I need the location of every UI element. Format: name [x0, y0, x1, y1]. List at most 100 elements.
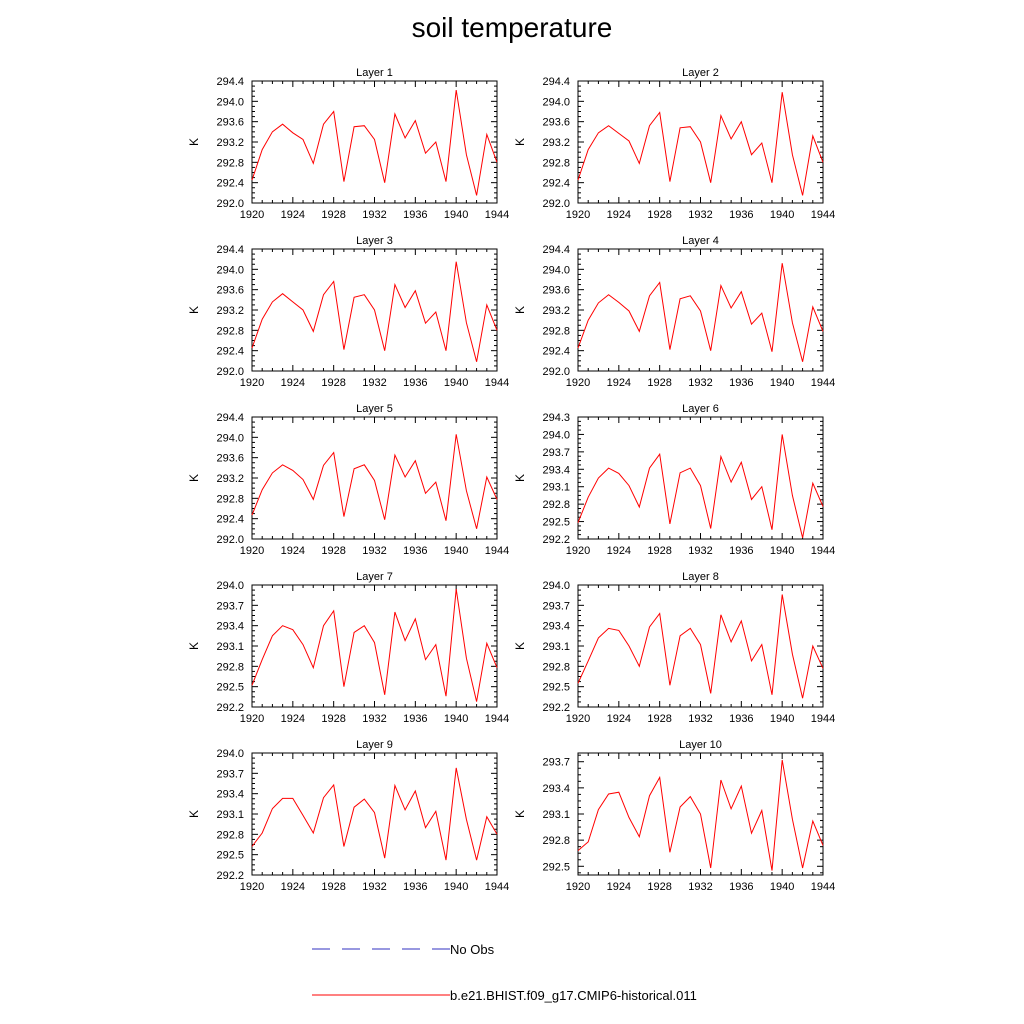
x-tick-label: 1928 — [321, 881, 345, 893]
x-tick-label: 1936 — [403, 881, 427, 893]
panel-1: Layer 1 K 1920 1924 1928 1932 1936 1940 1944 292.… — [187, 67, 509, 221]
y-axis-label: K — [513, 138, 527, 146]
x-tick-label: 1928 — [647, 881, 671, 893]
y-tick-label: 292.5 — [542, 517, 570, 529]
x-tick-label: 1920 — [240, 209, 264, 221]
panel-title: Layer 9 — [356, 739, 393, 751]
legend-label-model: b.e21.BHIST.f09_g17.CMIP6-historical.011 — [450, 987, 697, 1003]
y-tick-label: 292.5 — [542, 861, 570, 873]
y-tick-label: 293.6 — [542, 285, 570, 297]
x-tick-label: 1932 — [362, 377, 386, 389]
y-tick-label: 293.7 — [216, 600, 244, 612]
x-tick-label: 1920 — [240, 545, 264, 557]
legend-swatch-solid — [312, 994, 450, 996]
x-tick-label: 1936 — [403, 209, 427, 221]
y-axis-label: K — [513, 810, 527, 818]
y-tick-label: 293.6 — [542, 117, 570, 129]
x-tick-label: 1928 — [321, 545, 345, 557]
x-tick-label: 1944 — [811, 377, 835, 389]
y-tick-label: 293.7 — [542, 757, 570, 769]
y-tick-label: 292.4 — [542, 346, 570, 358]
y-tick-label: 292.5 — [216, 682, 244, 694]
y-tick-label: 292.2 — [542, 534, 570, 546]
series-line-1 — [577, 92, 824, 196]
x-tick-label: 1944 — [485, 209, 509, 221]
x-tick-label: 1932 — [362, 713, 386, 725]
y-tick-label: 293.7 — [542, 447, 570, 459]
panel-10: Layer 10 K 1920 1924 1928 1932 1936 1940 1944 292… — [513, 739, 835, 893]
y-axis-label: K — [513, 306, 527, 314]
x-tick-label: 1944 — [811, 713, 835, 725]
panel-title: Layer 3 — [356, 235, 393, 247]
series-line-1 — [251, 261, 498, 362]
y-tick-label: 292.0 — [542, 366, 570, 378]
x-tick-label: 1936 — [729, 209, 753, 221]
y-tick-label: 292.8 — [542, 499, 570, 511]
x-tick-label: 1928 — [321, 377, 345, 389]
panel-title: Layer 10 — [679, 739, 722, 751]
x-tick-label: 1920 — [566, 881, 590, 893]
x-tick-label: 1940 — [444, 209, 468, 221]
x-tick-label: 1924 — [607, 545, 631, 557]
x-tick-label: 1920 — [240, 713, 264, 725]
panel-9: Layer 9 K 1920 1924 1928 1932 1936 1940 1944 292.… — [187, 739, 509, 893]
y-tick-label: 292.8 — [542, 325, 570, 337]
y-tick-label: 293.2 — [216, 305, 244, 317]
y-tick-label: 294.4 — [216, 76, 244, 88]
y-tick-label: 293.7 — [216, 768, 244, 780]
y-tick-label: 293.4 — [542, 783, 570, 795]
x-tick-label: 1936 — [729, 377, 753, 389]
x-tick-label: 1928 — [647, 545, 671, 557]
x-tick-label: 1932 — [362, 209, 386, 221]
y-tick-label: 292.5 — [542, 682, 570, 694]
y-tick-label: 293.1 — [216, 641, 244, 653]
x-tick-label: 1944 — [485, 881, 509, 893]
y-axis-label: K — [187, 642, 201, 650]
x-tick-label: 1936 — [403, 545, 427, 557]
y-tick-label: 293.4 — [542, 621, 570, 633]
figure-title: soil temperature — [411, 12, 613, 43]
x-tick-label: 1944 — [485, 377, 509, 389]
x-tick-label: 1932 — [688, 377, 712, 389]
plot-frame — [251, 416, 498, 540]
x-tick-label: 1924 — [281, 881, 305, 893]
x-tick-label: 1928 — [321, 713, 345, 725]
y-tick-label: 293.1 — [542, 809, 570, 821]
x-tick-label: 1940 — [444, 545, 468, 557]
x-tick-label: 1940 — [770, 209, 794, 221]
panel-5: Layer 5 K 1920 1924 1928 1932 1936 1940 1944 292.… — [187, 403, 509, 557]
panel-title: Layer 4 — [682, 235, 719, 247]
y-tick-label: 292.8 — [542, 661, 570, 673]
y-tick-label: 292.0 — [216, 534, 244, 546]
x-tick-label: 1920 — [566, 377, 590, 389]
y-tick-label: 292.4 — [542, 178, 570, 190]
x-tick-label: 1940 — [444, 713, 468, 725]
series-line-1 — [577, 263, 824, 362]
panel-title: Layer 8 — [682, 571, 719, 583]
x-tick-label: 1932 — [688, 713, 712, 725]
panel-title: Layer 1 — [356, 67, 393, 79]
legend-item-no-obs: No Obs — [312, 941, 494, 957]
y-tick-label: 292.8 — [216, 157, 244, 169]
x-tick-label: 1932 — [688, 209, 712, 221]
y-tick-label: 294.0 — [216, 580, 244, 592]
y-tick-label: 292.8 — [542, 835, 570, 847]
y-tick-label: 293.4 — [216, 621, 244, 633]
y-tick-label: 294.4 — [542, 76, 570, 88]
x-tick-label: 1936 — [729, 881, 753, 893]
y-tick-label: 293.2 — [542, 305, 570, 317]
x-tick-label: 1932 — [688, 545, 712, 557]
panel-8: Layer 8 K 1920 1924 1928 1932 1936 1940 1944 292.… — [513, 571, 835, 725]
series-line-1 — [251, 589, 498, 702]
x-tick-label: 1940 — [770, 881, 794, 893]
y-tick-label: 293.1 — [542, 641, 570, 653]
x-tick-label: 1940 — [444, 377, 468, 389]
y-tick-label: 294.0 — [216, 264, 244, 276]
y-tick-label: 294.3 — [542, 412, 570, 424]
x-tick-label: 1940 — [770, 713, 794, 725]
y-tick-label: 293.2 — [216, 473, 244, 485]
y-tick-label: 294.0 — [542, 96, 570, 108]
plot-frame — [251, 80, 498, 204]
x-tick-label: 1932 — [362, 881, 386, 893]
